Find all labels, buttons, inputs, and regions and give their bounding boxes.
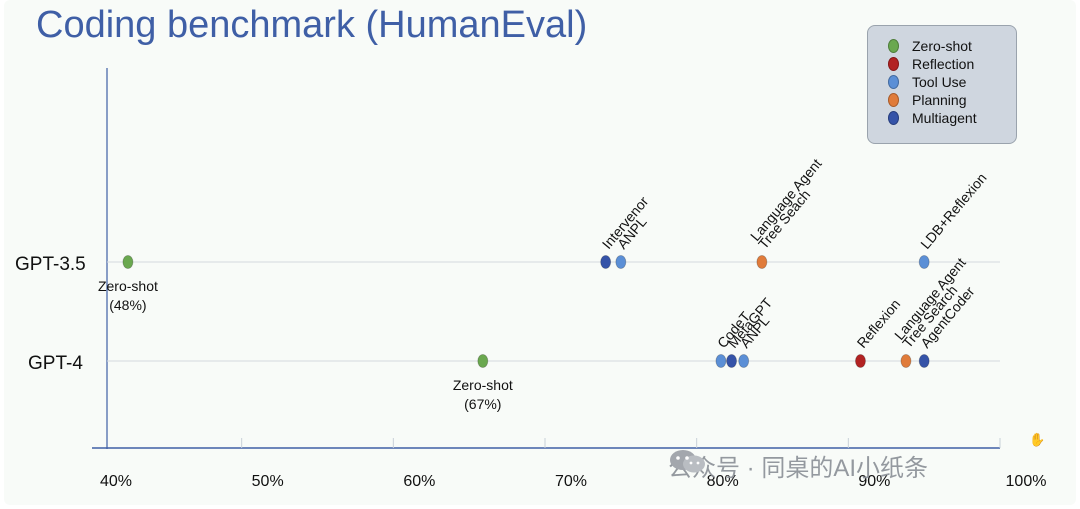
legend-marker — [888, 111, 899, 125]
legend: Zero-shot Reflection Tool Use Planning Multi… — [867, 25, 1017, 144]
watermark: 公众号 · 同桌的AI小纸条 — [668, 448, 928, 483]
data-point — [477, 354, 489, 368]
legend-marker — [888, 75, 899, 89]
data-label: (48%) — [109, 297, 146, 313]
legend-marker — [888, 57, 899, 71]
x-tick-label: 40% — [100, 473, 132, 490]
x-tick-label: 70% — [555, 473, 587, 490]
data-point — [738, 354, 750, 368]
data-label: LDB+Reflexion — [917, 170, 990, 252]
legend-label: Reflection — [912, 56, 975, 72]
x-tick-label: 80% — [707, 473, 739, 490]
data-point — [726, 354, 737, 368]
legend-label: Zero-shot — [912, 38, 972, 54]
data-point — [756, 255, 768, 269]
category-label: GPT-3.5 — [15, 254, 86, 275]
data-point — [715, 354, 727, 368]
data-label: Zero-shot — [453, 377, 513, 393]
legend-item: Reflection — [888, 56, 974, 72]
watermark-text: 公众号 · 同桌的AI小纸条 — [668, 455, 929, 482]
category-label: GPT-4 — [28, 353, 83, 374]
data-label: Language Agent — [747, 155, 825, 243]
data-point — [615, 255, 627, 269]
legend-item: Planning — [888, 92, 967, 108]
legend-marker — [888, 93, 899, 107]
wechat-icon — [670, 450, 705, 473]
x-tick-label: 90% — [858, 473, 890, 490]
legend-label: Multiagent — [912, 110, 977, 126]
legend-label: Tool Use — [912, 74, 967, 90]
hand-icon: ✋ — [1029, 432, 1046, 447]
data-point — [600, 255, 612, 269]
data-label: (67%) — [464, 396, 501, 412]
x-tick-label: 50% — [252, 473, 284, 490]
legend-label: Planning — [912, 92, 967, 108]
legend-item: Zero-shot — [888, 38, 972, 54]
x-tick-label: 60% — [403, 473, 435, 490]
data-label: Zero-shot — [98, 278, 158, 294]
x-tick-label: 100% — [1006, 473, 1047, 490]
data-point — [918, 255, 930, 269]
data-point — [855, 354, 866, 368]
data-point — [122, 255, 134, 269]
legend-marker — [888, 39, 899, 53]
data-point — [918, 354, 930, 368]
legend-item: Multiagent — [888, 110, 977, 126]
data-label: Reflexion — [854, 296, 904, 351]
data-point — [900, 354, 912, 368]
chart-title: Coding benchmark (HumanEval) — [36, 4, 588, 46]
legend-item: Tool Use — [888, 74, 966, 90]
